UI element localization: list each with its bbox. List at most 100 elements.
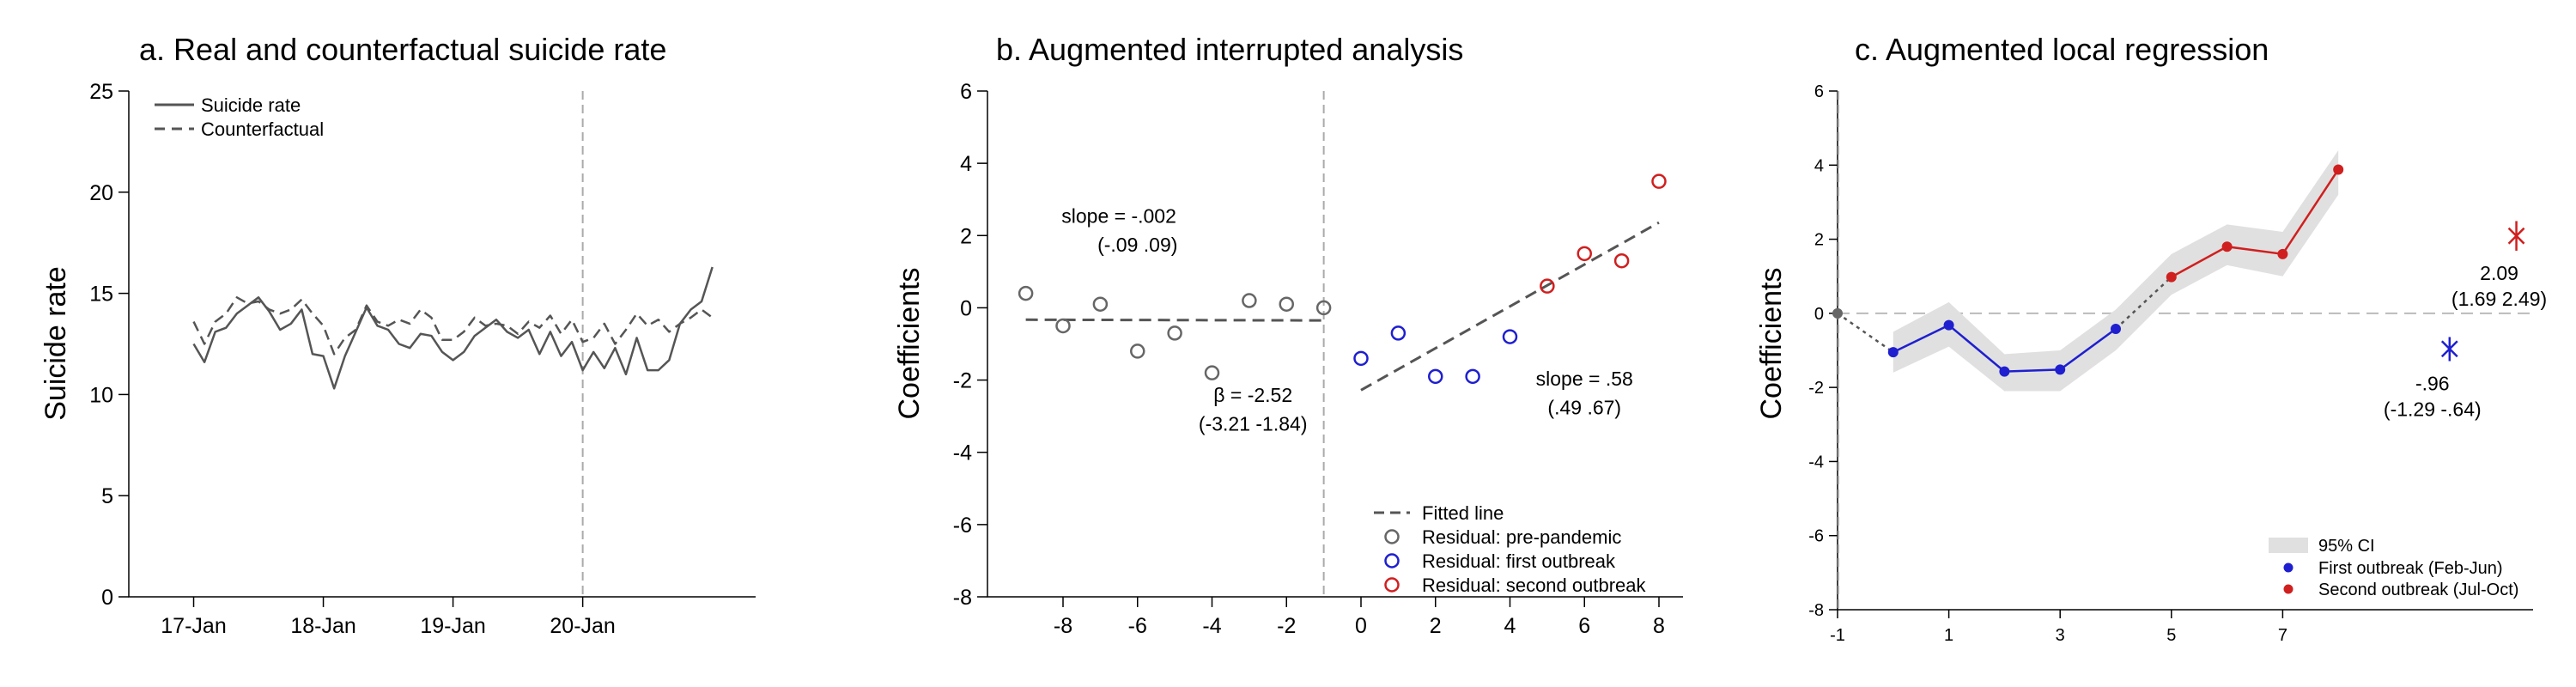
- x-tick-label: 17-Jan: [161, 614, 226, 638]
- y-tick-label: -8: [953, 586, 972, 610]
- panel-b-legend: Fitted line Residual: pre-pandemic Resid…: [1374, 502, 1646, 596]
- panel-c-reference-lines: [1838, 91, 2533, 610]
- y-tick-label: 0: [1814, 305, 1824, 324]
- panel-c-x-ticks: -1 1 3 5 7: [1830, 610, 2287, 645]
- y-tick-label: -8: [1808, 601, 1824, 620]
- x-tick-label: -8: [1054, 614, 1072, 638]
- x-tick-label: 6: [1578, 614, 1590, 638]
- connector-line: [2115, 276, 2172, 330]
- legend-swatch-first-outbreak: [1384, 553, 1400, 568]
- legend-swatch-pre-pandemic: [1384, 529, 1400, 544]
- panel-c-series-points: [1832, 164, 2344, 377]
- y-tick-label: 4: [1814, 156, 1824, 175]
- legend-label-counterfactual: Counterfactual: [201, 119, 324, 140]
- y-tick-label: 0: [101, 586, 113, 610]
- y-tick-label: 6: [1814, 82, 1824, 101]
- panel-b-annotations: slope = -.002 (-.09 .09) β = -2.52 (-3.21 -…: [1061, 205, 1633, 435]
- series-point: [2277, 248, 2288, 259]
- y-tick-label: -2: [953, 369, 972, 393]
- ci-band: [1893, 150, 2339, 392]
- residual-point: [1315, 300, 1332, 316]
- annotation-label: β = -2.52: [1213, 384, 1292, 406]
- series-point: [1999, 366, 2010, 377]
- x-tick-label: 7: [2278, 626, 2287, 645]
- x-tick-label: 4: [1504, 614, 1516, 638]
- y-tick-label: -4: [1808, 453, 1824, 471]
- panel-c-estimates: -.96 (-1.29 -.64) 2.09 (1.69 2.49): [2384, 221, 2547, 421]
- legend-label-second-outbreak: Residual: second outbreak: [1422, 575, 1646, 596]
- panel-c-y-ticks: -8 -6 -4 -2 0 2 4 6: [1808, 82, 1838, 620]
- annotation-label: (-3.21 -1.84): [1199, 412, 1308, 435]
- residual-point: [1018, 285, 1034, 301]
- panel-b-axes: [987, 91, 1683, 598]
- x-tick-label: -4: [1202, 614, 1221, 638]
- residual-point: [1651, 173, 1667, 189]
- x-tick-label: 2: [1430, 614, 1442, 638]
- estimate-ci-label: (-1.29 -.64): [2384, 398, 2482, 421]
- panel-b: b. Augmented interrupted analysis Coeffi…: [893, 32, 1683, 638]
- panel-b-fitted-lines: [1025, 221, 1660, 392]
- y-tick-label: 10: [89, 383, 113, 407]
- y-tick-label: -4: [953, 441, 972, 465]
- estimate-label: 2.09: [2480, 262, 2518, 284]
- residual-point: [1130, 344, 1145, 359]
- residual-point: [1613, 252, 1630, 269]
- series-point: [2055, 364, 2066, 375]
- annotation-label: slope = .58: [1536, 368, 1633, 390]
- panel-a-lines: [192, 266, 714, 390]
- residual-point: [1465, 368, 1480, 385]
- y-tick-label: 2: [1814, 231, 1824, 250]
- annotation-label: (-.09 .09): [1097, 234, 1177, 256]
- legend-label-first-outbreak-c: First outbreak (Feb-Jun): [2318, 559, 2503, 578]
- estimate-ci-label: (1.69 2.49): [2451, 288, 2547, 310]
- y-tick-label: 15: [89, 283, 113, 307]
- panel-a: a. Real and counterfactual suicide rate …: [39, 32, 756, 638]
- residual-point: [1055, 318, 1071, 334]
- panel-c-y-axis-label: Coefficients: [1755, 267, 1788, 419]
- connector-line: [1837, 312, 1894, 354]
- residual-point: [1577, 246, 1592, 262]
- residual-point: [1242, 293, 1257, 308]
- panel-c: c. Augmented local regression Coefficien…: [1755, 32, 2547, 645]
- residual-point: [1204, 365, 1220, 380]
- x-tick-label: -1: [1830, 626, 1845, 645]
- series-point: [2111, 323, 2121, 334]
- estimate-label: -.96: [2415, 373, 2450, 395]
- series-point: [2221, 241, 2233, 252]
- series-point: [2166, 271, 2177, 283]
- panel-a-x-ticks: 17-Jan 18-Jan 19-Jan 20-Jan: [161, 597, 616, 638]
- panel-a-title: a. Real and counterfactual suicide rate: [139, 32, 666, 67]
- residual-point: [1502, 329, 1518, 344]
- x-tick-label: 19-Jan: [420, 614, 485, 638]
- y-tick-label: 4: [960, 152, 972, 176]
- series-line: [192, 296, 714, 356]
- legend-label-suicide-rate: Suicide rate: [201, 94, 301, 116]
- residual-point: [1092, 296, 1109, 312]
- series-line: [2171, 168, 2340, 278]
- legend-label-pre-pandemic: Residual: pre-pandemic: [1422, 526, 1621, 548]
- y-tick-label: 0: [960, 296, 972, 320]
- fitted-line: [1360, 221, 1660, 392]
- series-point: [2333, 164, 2344, 175]
- panel-c-legend: 95% CI First outbreak (Feb-Jun) Second o…: [2269, 537, 2518, 599]
- residual-point: [1540, 278, 1555, 294]
- legend-swatch-ci: [2269, 538, 2308, 553]
- residual-point: [1353, 350, 1369, 367]
- x-tick-label: 0: [1355, 614, 1367, 638]
- panel-b-title: b. Augmented interrupted analysis: [996, 32, 1463, 67]
- y-tick-label: 2: [960, 224, 972, 248]
- y-tick-label: 20: [89, 181, 113, 205]
- legend-label-ci: 95% CI: [2318, 537, 2375, 556]
- x-tick-label: 5: [2166, 626, 2176, 645]
- x-tick-label: 1: [1944, 626, 1953, 645]
- residual-point: [1167, 325, 1182, 341]
- y-tick-label: 5: [101, 484, 113, 508]
- residual-point: [1428, 368, 1443, 385]
- panel-b-residual-points: [1018, 173, 1667, 385]
- legend-label-second-outbreak-c: Second outbreak (Jul-Oct): [2318, 581, 2518, 599]
- panel-a-y-axis-label: Suicide rate: [39, 266, 72, 421]
- residual-point: [1390, 325, 1406, 341]
- annotation-label: slope = -.002: [1061, 205, 1176, 228]
- y-tick-label: 25: [89, 80, 113, 104]
- y-tick-label: -6: [1808, 527, 1824, 546]
